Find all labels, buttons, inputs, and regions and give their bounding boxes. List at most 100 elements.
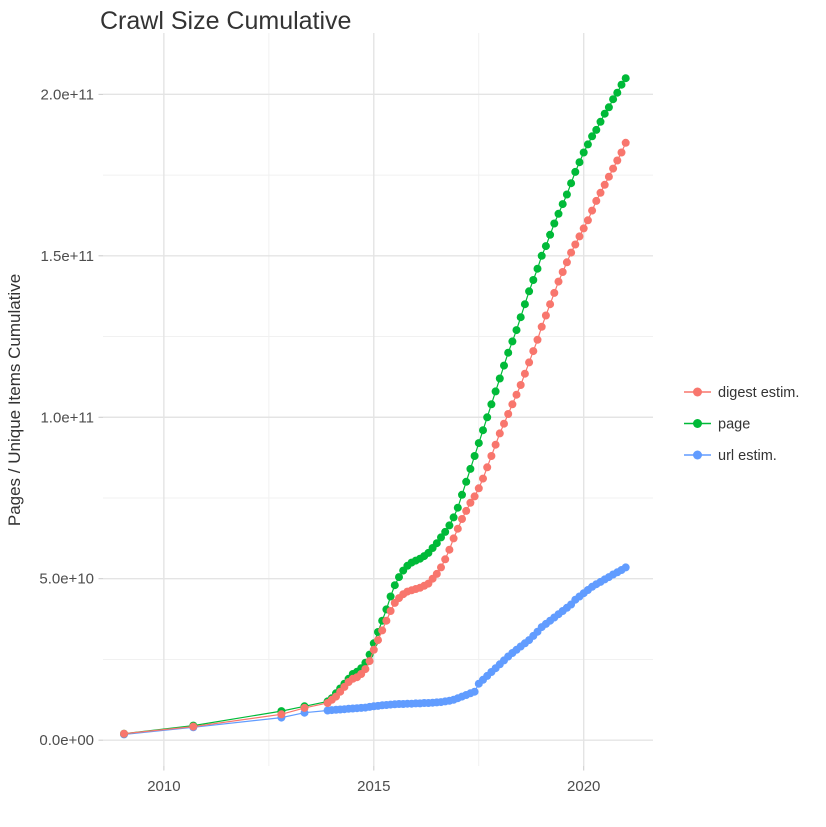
data-point-digest-estim bbox=[583, 216, 592, 225]
data-point-digest-estim bbox=[189, 722, 198, 731]
data-point-page bbox=[550, 219, 559, 228]
y-tick-label: 1.5e+11 bbox=[40, 248, 94, 265]
data-point-digest-estim bbox=[592, 196, 601, 205]
data-point-page bbox=[541, 242, 550, 251]
data-point-page bbox=[583, 140, 592, 149]
data-point-page bbox=[495, 374, 504, 383]
data-point-page bbox=[546, 230, 555, 239]
data-point-page bbox=[504, 348, 513, 357]
data-point-digest-estim bbox=[516, 381, 525, 389]
data-point-page bbox=[432, 539, 441, 548]
data-point-digest-estim bbox=[483, 463, 492, 472]
data-point-digest-estim bbox=[520, 369, 529, 378]
chart-title: Crawl Size Cumulative bbox=[100, 7, 351, 35]
data-point-digest-estim bbox=[466, 498, 475, 507]
data-point-digest-estim bbox=[432, 569, 441, 578]
data-point-digest-estim bbox=[600, 180, 609, 189]
data-point-page bbox=[592, 125, 601, 134]
data-point-page bbox=[609, 95, 618, 104]
axis-layer: 2010 2015 2020 0.0e+00 5.0e+10 1.0e+11 1.5e+11… bbox=[39, 86, 600, 795]
data-point-digest-estim bbox=[571, 240, 580, 249]
data-point-digest-estim bbox=[512, 390, 521, 399]
data-point-digest-estim bbox=[533, 335, 542, 344]
data-point-digest-estim bbox=[575, 232, 584, 241]
data-point-page bbox=[520, 300, 529, 309]
data-point-page bbox=[562, 190, 571, 199]
data-point-page bbox=[600, 109, 609, 118]
y-tick-label: 2.0e+11 bbox=[40, 86, 94, 103]
data-point-digest-estim bbox=[479, 474, 487, 483]
y-tick-label: 0.0e+00 bbox=[39, 732, 94, 749]
series-layer bbox=[120, 74, 630, 739]
data-point-digest-estim bbox=[604, 172, 613, 181]
data-point-url-estim bbox=[621, 563, 630, 572]
data-point-digest-estim bbox=[470, 492, 479, 501]
data-point-page bbox=[500, 361, 508, 370]
data-point-digest-estim bbox=[613, 156, 622, 165]
legend-label: page bbox=[718, 417, 750, 433]
data-point-page bbox=[533, 264, 542, 273]
y-tick-label: 1.0e+11 bbox=[40, 409, 94, 426]
data-point-digest-estim bbox=[546, 300, 555, 309]
data-point-page bbox=[491, 387, 500, 396]
data-point-digest-estim bbox=[550, 288, 559, 297]
x-tick-label: 2020 bbox=[567, 778, 600, 795]
data-point-digest-estim bbox=[617, 148, 626, 157]
data-point-page bbox=[621, 74, 630, 83]
data-point-page bbox=[458, 490, 466, 499]
legend-key-dot-icon bbox=[693, 419, 702, 428]
data-point-digest-estim bbox=[504, 410, 513, 418]
data-point-digest-estim bbox=[567, 248, 576, 257]
data-point-page bbox=[575, 158, 584, 167]
data-point-page bbox=[395, 573, 403, 582]
data-point-digest-estim bbox=[378, 626, 387, 635]
data-point-digest-estim bbox=[445, 545, 454, 554]
data-point-digest-estim bbox=[558, 268, 567, 276]
data-point-page bbox=[470, 452, 479, 460]
data-point-digest-estim bbox=[621, 138, 630, 147]
data-point-digest-estim bbox=[369, 645, 378, 654]
data-point-page bbox=[579, 148, 588, 157]
data-point-page bbox=[453, 503, 462, 512]
data-point-digest-estim bbox=[449, 534, 458, 543]
data-point-digest-estim bbox=[529, 347, 538, 356]
data-point-digest-estim bbox=[120, 729, 128, 738]
data-point-page bbox=[567, 179, 576, 188]
legend-label: digest estim. bbox=[718, 385, 799, 401]
data-point-digest-estim bbox=[437, 563, 445, 572]
data-point-page bbox=[479, 426, 487, 435]
grid-layer bbox=[103, 33, 653, 766]
data-point-digest-estim bbox=[300, 703, 309, 712]
data-point-page bbox=[487, 400, 496, 409]
data-point-digest-estim bbox=[525, 358, 534, 367]
data-point-digest-estim bbox=[487, 452, 496, 460]
data-point-digest-estim bbox=[554, 277, 563, 286]
data-point-digest-estim bbox=[495, 429, 504, 438]
series-line-page bbox=[123, 77, 627, 735]
data-point-page bbox=[529, 276, 538, 284]
data-point-page bbox=[508, 337, 517, 346]
data-point-page bbox=[512, 326, 521, 335]
data-point-digest-estim bbox=[588, 206, 597, 215]
data-point-digest-estim bbox=[596, 188, 605, 197]
data-point-page bbox=[525, 287, 534, 296]
data-point-page bbox=[386, 592, 395, 601]
data-point-page bbox=[466, 464, 475, 473]
data-point-page bbox=[449, 513, 458, 522]
data-point-digest-estim bbox=[361, 665, 370, 674]
data-point-digest-estim bbox=[458, 515, 466, 523]
data-point-digest-estim bbox=[441, 555, 450, 564]
data-point-digest-estim bbox=[382, 616, 391, 625]
y-tick-label: 5.0e+10 bbox=[39, 571, 94, 588]
data-point-digest-estim bbox=[491, 440, 500, 449]
data-point-digest-estim bbox=[462, 506, 471, 515]
legend-key-dot-icon bbox=[693, 387, 702, 397]
data-point-page bbox=[445, 521, 454, 530]
legend-label: url estim. bbox=[718, 448, 777, 464]
data-point-page bbox=[604, 103, 613, 112]
legend-key-dot-icon bbox=[693, 450, 702, 460]
data-point-page bbox=[613, 88, 622, 97]
data-point-digest-estim bbox=[500, 419, 508, 428]
